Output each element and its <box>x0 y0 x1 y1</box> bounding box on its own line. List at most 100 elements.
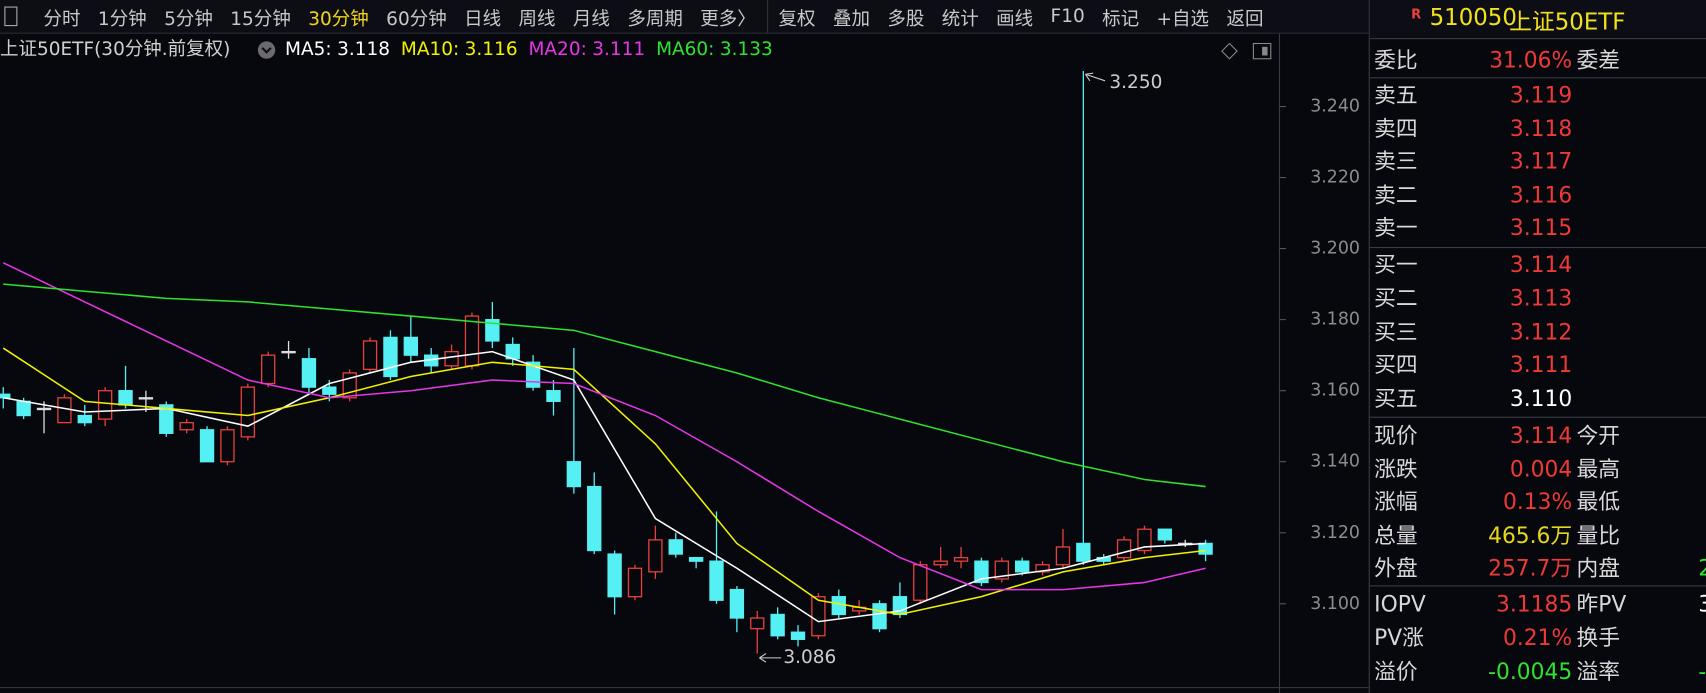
stock-name: 上证50ETF <box>1509 8 1626 35</box>
row-label: 买二 <box>1374 284 1418 311</box>
tool-button[interactable]: F10 <box>1050 5 1085 28</box>
row-value: 257.7万 <box>1488 555 1573 582</box>
row-value: 3.1185 <box>1496 590 1573 617</box>
candle-body <box>974 560 989 584</box>
row-label2: 换手 <box>1576 624 1621 651</box>
menu-icon[interactable] <box>4 6 18 27</box>
quote-row: 买一 3.114 <box>1370 248 1706 281</box>
row-label: 买三 <box>1374 318 1418 345</box>
stock-code: 510050 <box>1429 4 1517 31</box>
high-arrow <box>1085 72 1106 82</box>
row-label: 买一 <box>1374 251 1418 278</box>
row-label: 卖四 <box>1374 114 1418 141</box>
y-tick-label: 3.180 <box>1310 310 1360 330</box>
panel-icon[interactable] <box>1252 42 1272 60</box>
candle-body <box>97 390 113 420</box>
period-tab[interactable]: 多周期 <box>627 8 683 30</box>
row-label: 委比 <box>1374 46 1418 73</box>
row-value: 3.114 <box>1509 251 1573 278</box>
tool-button[interactable]: 返回 <box>1226 8 1264 30</box>
quote-row: 涨跌 0.004 最高 <box>1370 452 1706 485</box>
period-tab[interactable]: 5分钟 <box>164 8 213 30</box>
candle-body <box>138 397 154 400</box>
period-tab[interactable]: 15分钟 <box>230 8 291 30</box>
period-tab[interactable]: 60分钟 <box>386 8 447 30</box>
row-label: 卖五 <box>1374 81 1418 108</box>
candle-body <box>118 390 133 406</box>
candle-body <box>648 539 663 573</box>
ma-legend-name: MA5: <box>285 39 332 60</box>
candle-body <box>281 350 296 354</box>
candle-body <box>1076 542 1091 562</box>
row-value: 3.117 <box>1509 148 1573 175</box>
candle-body <box>444 350 459 367</box>
ma-legend-name: MA20: <box>528 39 586 60</box>
candle-body <box>546 390 561 402</box>
ma-line <box>2 262 1206 591</box>
quote-row: PV涨 0.21% 换手 <box>1370 621 1706 654</box>
candle-body <box>403 336 419 356</box>
toolbar-separator <box>766 0 768 33</box>
candle-body <box>831 596 846 616</box>
ma-line <box>3 350 1206 623</box>
row-label2: 溢率 <box>1576 658 1621 685</box>
candle-body <box>77 414 92 424</box>
y-tick-label: 3.240 <box>1310 97 1360 117</box>
tool-button[interactable]: 统计 <box>941 8 979 30</box>
row-label: 买四 <box>1374 351 1418 378</box>
row-label: 卖三 <box>1374 148 1418 175</box>
period-tab[interactable]: 分时 <box>43 8 81 30</box>
candle-body <box>261 354 276 385</box>
candle-body <box>587 485 602 552</box>
high-label: 3.250 <box>1109 72 1162 93</box>
quote-row: 买五 3.110 <box>1370 382 1706 415</box>
candle-body <box>220 429 235 463</box>
period-tab[interactable]: 月线 <box>572 8 610 30</box>
tool-button[interactable]: 复权 <box>778 8 816 30</box>
row-label2: 委差 <box>1576 46 1621 73</box>
row-label2: 今开 <box>1576 422 1621 449</box>
candle-body <box>607 553 622 598</box>
candle-body <box>750 617 765 630</box>
candle-body <box>322 386 337 395</box>
candle-body <box>872 603 887 630</box>
tool-button[interactable]: 多股 <box>887 8 925 30</box>
dropdown-chevron <box>261 47 272 54</box>
ma-legend-value: 3.116 <box>465 39 518 60</box>
candle-body <box>1198 542 1213 555</box>
y-tick-label: 3.160 <box>1310 381 1360 401</box>
separator <box>1369 416 1706 418</box>
low-label: 3.086 <box>783 647 836 668</box>
quote-row: 买二 3.113 <box>1370 282 1706 315</box>
period-tab[interactable]: 1分钟 <box>97 8 147 30</box>
candle-body <box>770 613 785 637</box>
quote-row: 卖四 3.118 <box>1370 112 1706 145</box>
row-value2: 3 <box>1698 588 1706 621</box>
row-label2: 最高 <box>1576 455 1621 482</box>
diamond-icon[interactable] <box>1221 42 1238 60</box>
row-value: 3.110 <box>1509 385 1573 412</box>
quote-row: 买四 3.111 <box>1370 349 1706 382</box>
candle-body <box>913 564 928 601</box>
badge: R <box>1411 6 1422 22</box>
row-label: 卖二 <box>1374 181 1418 208</box>
candle-body <box>790 631 806 640</box>
dropdown-icon[interactable] <box>257 41 276 59</box>
row-label2: 最低 <box>1576 488 1621 515</box>
quote-row: 委比 31.06% 委差 <box>1370 44 1706 77</box>
period-tab[interactable]: 30分钟 <box>308 8 369 30</box>
candle-body <box>729 588 745 619</box>
tool-button[interactable]: 叠加 <box>832 8 870 30</box>
ma-legend-value: 3.118 <box>337 39 390 60</box>
period-tab[interactable]: 周线 <box>518 8 556 30</box>
candle-body <box>811 596 826 637</box>
candle-body <box>240 386 255 438</box>
tool-button[interactable]: 标记 <box>1102 8 1140 30</box>
tool-button[interactable]: +自选 <box>1156 8 1210 30</box>
candle-body <box>994 560 1009 580</box>
tool-button[interactable]: 画线 <box>996 8 1034 30</box>
period-tab[interactable]: 更多〉 <box>700 8 756 30</box>
row-value: 3.119 <box>1509 81 1573 108</box>
period-tab[interactable]: 日线 <box>464 8 502 30</box>
